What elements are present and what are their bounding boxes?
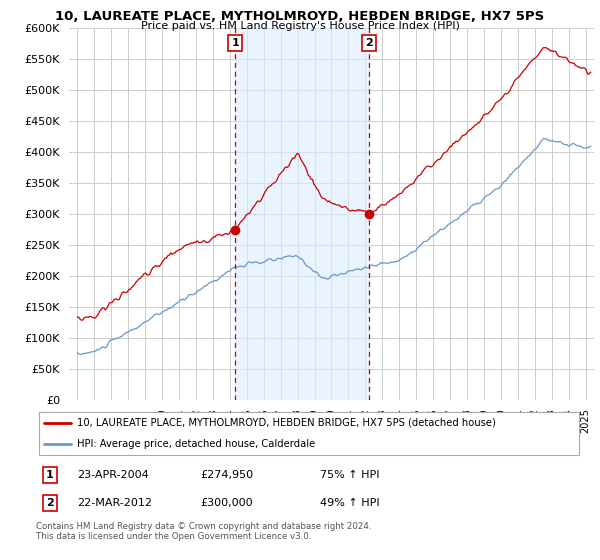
Text: 2: 2 xyxy=(365,38,373,48)
Text: 49% ↑ HPI: 49% ↑ HPI xyxy=(320,498,380,508)
Text: Contains HM Land Registry data © Crown copyright and database right 2024.
This d: Contains HM Land Registry data © Crown c… xyxy=(36,522,371,542)
Text: 10, LAUREATE PLACE, MYTHOLMROYD, HEBDEN BRIDGE, HX7 5PS: 10, LAUREATE PLACE, MYTHOLMROYD, HEBDEN … xyxy=(55,10,545,23)
Text: 2: 2 xyxy=(46,498,53,508)
Text: £274,950: £274,950 xyxy=(200,470,253,480)
Text: 23-APR-2004: 23-APR-2004 xyxy=(77,470,149,480)
Text: 75% ↑ HPI: 75% ↑ HPI xyxy=(320,470,379,480)
Text: £300,000: £300,000 xyxy=(200,498,253,508)
Text: HPI: Average price, detached house, Calderdale: HPI: Average price, detached house, Cald… xyxy=(77,438,315,449)
Text: 10, LAUREATE PLACE, MYTHOLMROYD, HEBDEN BRIDGE, HX7 5PS (detached house): 10, LAUREATE PLACE, MYTHOLMROYD, HEBDEN … xyxy=(77,418,496,428)
Bar xyxy=(235,28,369,400)
FancyBboxPatch shape xyxy=(39,412,579,455)
Text: 1: 1 xyxy=(231,38,239,48)
Text: 22-MAR-2012: 22-MAR-2012 xyxy=(77,498,152,508)
Text: 1: 1 xyxy=(46,470,53,480)
Text: Price paid vs. HM Land Registry's House Price Index (HPI): Price paid vs. HM Land Registry's House … xyxy=(140,21,460,31)
